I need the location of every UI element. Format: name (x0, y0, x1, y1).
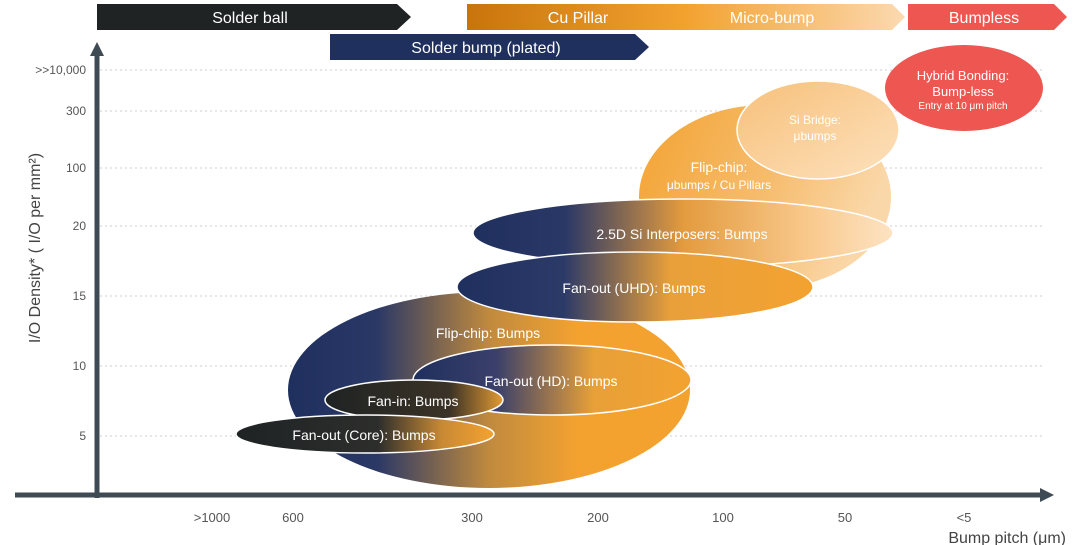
x-tick-labels: >1000 600 300 200 100 50 <5 (194, 510, 972, 525)
y-tick-label: >>10,000 (35, 63, 86, 77)
y-tick-label: 20 (73, 219, 87, 233)
region-fanout-core (235, 414, 495, 454)
x-tick-label: <5 (957, 510, 972, 525)
x-tick-label: 300 (461, 510, 483, 525)
banner-bumpless: Bumpless (908, 4, 1067, 30)
y-axis (90, 42, 104, 498)
banner-solder-ball: Solder ball (97, 4, 411, 30)
x-tick-label: 200 (587, 510, 609, 525)
region-si-bridge (736, 80, 900, 180)
label-si-bridge-line1: Si Bridge: (789, 113, 841, 127)
banner-solder-bump-label: Solder bump (plated) (411, 40, 560, 57)
label-flipchip-ubumps-line2: μbumps / Cu Pillars (667, 178, 771, 192)
x-tick-label: 600 (282, 510, 304, 525)
y-tick-label: 10 (73, 359, 87, 373)
x-axis-title: Bump pitch (μm) (948, 530, 1066, 545)
y-tick-label: 5 (79, 429, 86, 443)
label-si-bridge-line2: μbumps (794, 129, 837, 143)
y-tick-label: 15 (73, 289, 87, 303)
region-fanout-uhd (456, 251, 814, 323)
banner-solder-ball-label: Solder ball (212, 10, 288, 27)
region-hybrid-bonding (885, 45, 1043, 131)
label-fanout-hd: Fan-out (HD): Bumps (484, 373, 617, 389)
x-tick-label: 50 (838, 510, 852, 525)
banner-cu-pillar-label: Cu Pillar (548, 10, 609, 27)
label-fanout-uhd: Fan-out (UHD): Bumps (562, 280, 705, 296)
y-tick-labels: >>10,000 300 100 20 15 10 5 (35, 63, 86, 443)
x-axis (15, 488, 1054, 502)
y-axis-title: I/O Density* ( I/O per mm²) (27, 153, 44, 343)
label-fanout-core: Fan-out (Core): Bumps (292, 427, 435, 443)
label-fanin: Fan-in: Bumps (367, 393, 458, 409)
y-axis-arrowhead (90, 42, 104, 56)
x-axis-arrowhead (1040, 488, 1054, 502)
banner-cu-pillar-micro-bump: Cu Pillar Micro-bump (467, 4, 905, 30)
banner-micro-bump-label: Micro-bump (730, 10, 815, 27)
banner-solder-bump: Solder bump (plated) (330, 34, 649, 60)
label-hybrid-line2: Bump-less (932, 84, 994, 99)
x-tick-label: 100 (712, 510, 734, 525)
label-hybrid-line1: Hybrid Bonding: (917, 68, 1010, 83)
label-si-interposers: 2.5D Si Interposers: Bumps (596, 226, 767, 242)
label-hybrid-line3: Entry at 10 μm pitch (918, 101, 1007, 112)
x-tick-label: >1000 (194, 510, 231, 525)
y-tick-label: 100 (66, 161, 86, 175)
y-tick-label: 300 (66, 104, 86, 118)
label-flipchip-bumps: Flip-chip: Bumps (436, 325, 540, 341)
banner-bumpless-label: Bumpless (949, 10, 1019, 27)
label-flipchip-ubumps-line1: Flip-chip: (691, 159, 748, 175)
